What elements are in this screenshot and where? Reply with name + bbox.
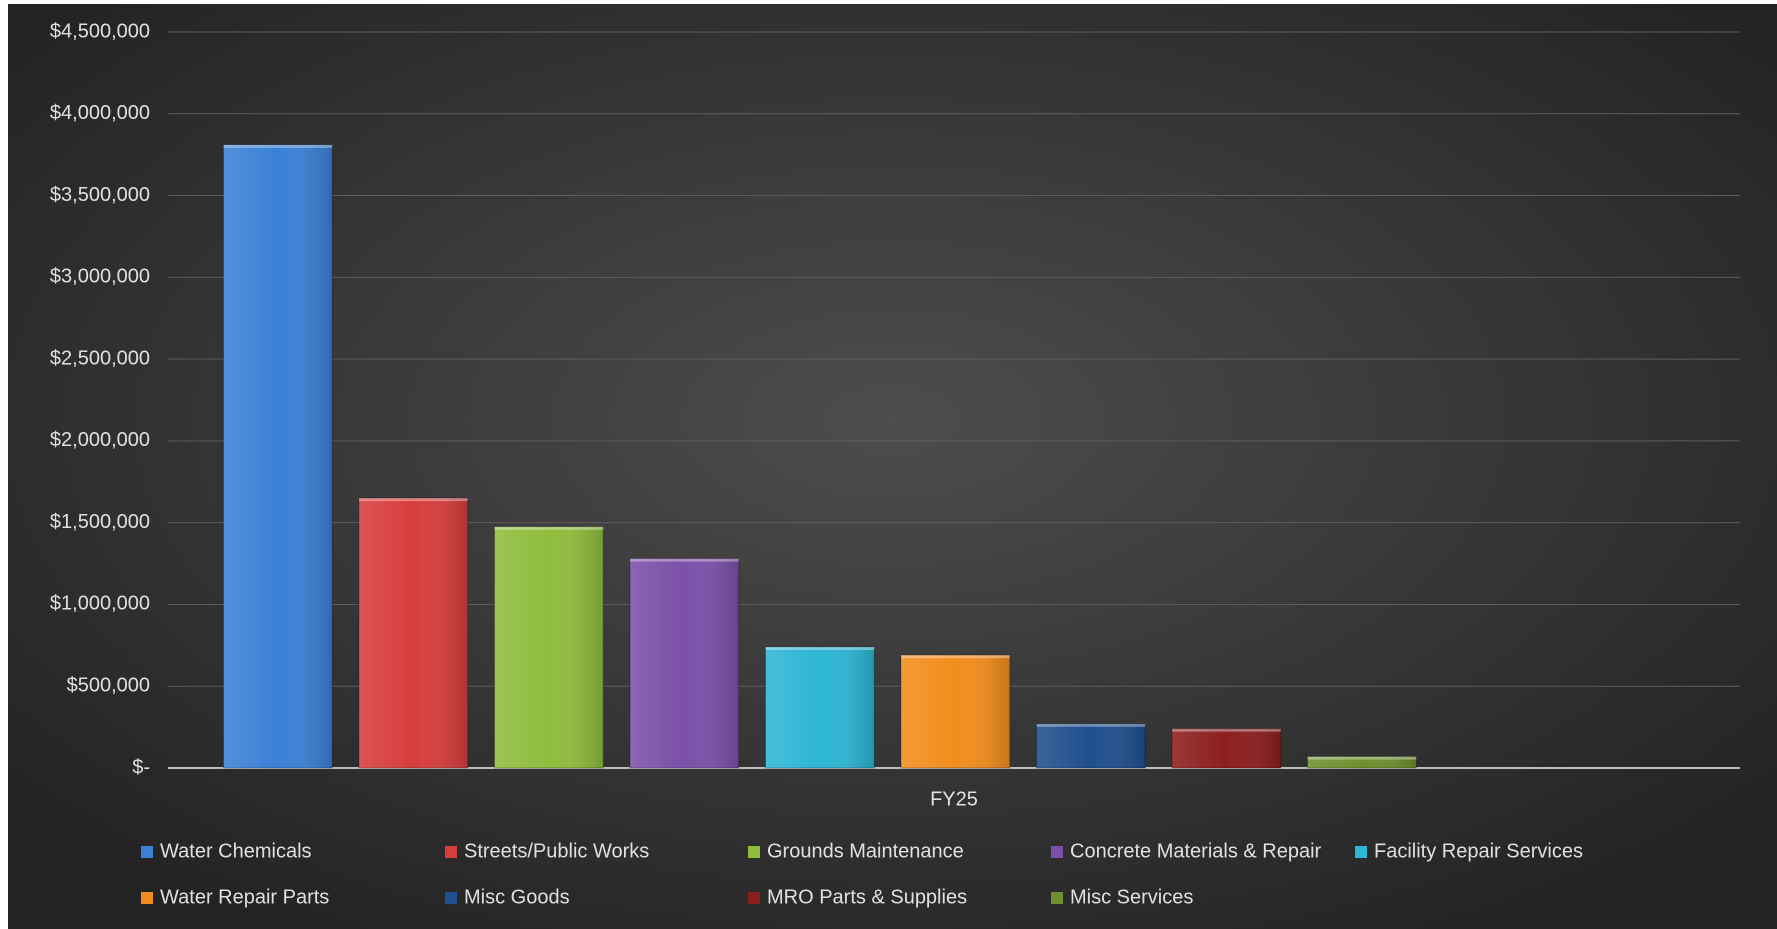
y-tick-label: $4,000,000 [50, 102, 150, 124]
legend-label: Streets/Public Works [464, 840, 649, 862]
legend-marker [141, 846, 153, 858]
y-tick-label: $4,500,000 [50, 20, 150, 42]
legend-marker [1051, 846, 1063, 858]
bar-top [494, 526, 604, 530]
bar-shine [223, 144, 333, 768]
bar-top [1307, 756, 1417, 760]
y-tick-label: $- [132, 756, 150, 778]
y-tick-label: $3,500,000 [50, 184, 150, 206]
y-tick-label: $1,500,000 [50, 511, 150, 533]
bar-shine [1307, 756, 1417, 768]
bar-shine [1172, 728, 1281, 768]
legend-label: Water Repair Parts [160, 886, 329, 908]
bar-top [901, 655, 1010, 659]
legend-label: Concrete Materials & Repair [1070, 840, 1322, 862]
bar-shine [901, 655, 1010, 768]
y-tick-label: $500,000 [67, 675, 150, 697]
bar-top [630, 558, 739, 562]
bar-top [765, 646, 875, 650]
x-tick-label: FY25 [930, 788, 978, 810]
legend-marker [748, 892, 760, 904]
legend-marker [445, 892, 457, 904]
legend-label: MRO Parts & Supplies [767, 886, 967, 908]
legend-marker [141, 892, 153, 904]
legend-label: Misc Goods [464, 886, 570, 908]
legend-marker [1051, 892, 1063, 904]
y-tick-label: $2,000,000 [50, 429, 150, 451]
bar-top [223, 144, 333, 148]
bar-shine [765, 646, 875, 768]
legend-marker [748, 846, 760, 858]
y-tick-label: $3,000,000 [50, 266, 150, 288]
bar-top [1036, 723, 1146, 727]
y-tick-label: $2,500,000 [50, 347, 150, 369]
legend-marker [445, 846, 457, 858]
y-tick-label: $1,000,000 [50, 593, 150, 615]
bar-shine [630, 558, 739, 768]
bar-shine [494, 526, 604, 768]
bar-shine [1036, 723, 1146, 768]
bar-shine [358, 498, 468, 768]
legend-label: Water Chemicals [160, 840, 312, 862]
bar-top [1172, 728, 1281, 732]
bar-top [358, 498, 468, 502]
legend-marker [1355, 846, 1367, 858]
legend-label: Misc Services [1070, 886, 1193, 908]
legend-label: Facility Repair Services [1374, 840, 1583, 862]
legend-label: Grounds Maintenance [767, 840, 964, 862]
